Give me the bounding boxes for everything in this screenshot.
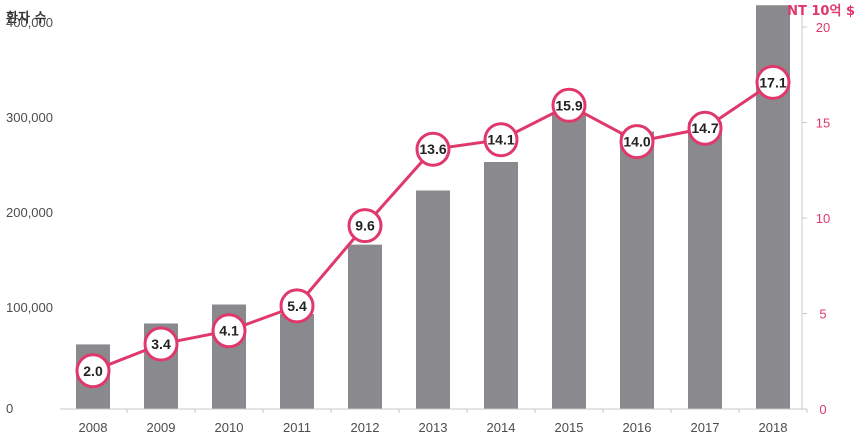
marker-label-2010: 4.1 xyxy=(219,323,239,339)
line-markers: 2.0 3.4 4.1 5.4 9.6 13.6 14.1 15.9 14.0 14.7 17.1 xyxy=(75,64,791,389)
bar-2017 xyxy=(688,122,722,409)
x-tick-label-2013: 2013 xyxy=(419,420,448,435)
marker-2016 xyxy=(619,124,655,160)
marker-2010 xyxy=(211,313,247,349)
right-tick-label: 20 xyxy=(816,20,830,35)
x-tick-label-2016: 2016 xyxy=(623,420,652,435)
right-tick-label: 10 xyxy=(816,211,830,226)
marker-label-2008: 2.0 xyxy=(83,363,103,379)
x-tick-label-2011: 2011 xyxy=(283,420,311,435)
x-tick-label-2008: 2008 xyxy=(79,420,108,435)
left-tick-label: 300,000 xyxy=(6,110,53,125)
x-axis-ticks: 2008 2009 2010 2011 2012 2013 2014 2015 2016 2017… xyxy=(79,409,808,435)
left-axis-ticks: 0 100,000 200,000 300,000 400,000 xyxy=(6,15,53,416)
bar-2015 xyxy=(552,112,586,409)
marker-label-2013: 13.6 xyxy=(419,141,446,157)
right-axis-title: NT 10억 $ xyxy=(787,4,855,19)
bar-2012 xyxy=(348,244,382,409)
marker-label-2016: 14.0 xyxy=(623,134,650,150)
marker-2014 xyxy=(483,122,519,158)
bar-2013 xyxy=(416,190,450,409)
x-tick-label-2014: 2014 xyxy=(487,420,516,435)
x-tick-label-2015: 2015 xyxy=(555,420,584,435)
right-tick-label: 0 xyxy=(819,402,826,417)
right-tick-label: 5 xyxy=(819,307,826,322)
marker-label-2015: 15.9 xyxy=(555,97,582,113)
bar-2016 xyxy=(620,131,654,409)
left-tick-label: 200,000 xyxy=(6,205,53,220)
x-tick-label-2018: 2018 xyxy=(759,420,788,435)
marker-label-2018: 17.1 xyxy=(759,74,786,90)
bar-2014 xyxy=(484,162,518,409)
marker-2017 xyxy=(687,110,723,146)
marker-2008 xyxy=(75,353,111,389)
bar-2011 xyxy=(280,314,314,409)
marker-label-2011: 5.4 xyxy=(287,298,307,314)
right-axis-ticks: 0 5 10 15 20 xyxy=(802,20,830,417)
left-tick-label: 0 xyxy=(6,401,13,416)
marker-2015 xyxy=(551,87,587,123)
x-tick-label-2009: 2009 xyxy=(147,420,176,435)
x-tick-label-2012: 2012 xyxy=(351,420,380,435)
left-axis-title: 환자 수 xyxy=(6,10,46,26)
x-tick-label-2010: 2010 xyxy=(215,420,244,435)
marker-label-2012: 9.6 xyxy=(355,218,375,234)
marker-2013 xyxy=(415,131,451,167)
marker-2011 xyxy=(279,288,315,324)
marker-2009 xyxy=(143,326,179,362)
left-tick-label: 400,000 xyxy=(6,15,53,30)
marker-label-2009: 3.4 xyxy=(151,336,171,352)
marker-2012 xyxy=(347,208,383,244)
marker-label-2017: 14.7 xyxy=(691,120,718,136)
marker-2018 xyxy=(755,64,791,100)
bar-series xyxy=(76,5,790,409)
marker-label-2014: 14.1 xyxy=(487,132,514,148)
right-tick-label: 15 xyxy=(816,116,830,131)
x-tick-label-2017: 2017 xyxy=(691,420,720,435)
left-tick-label: 100,000 xyxy=(6,300,53,315)
